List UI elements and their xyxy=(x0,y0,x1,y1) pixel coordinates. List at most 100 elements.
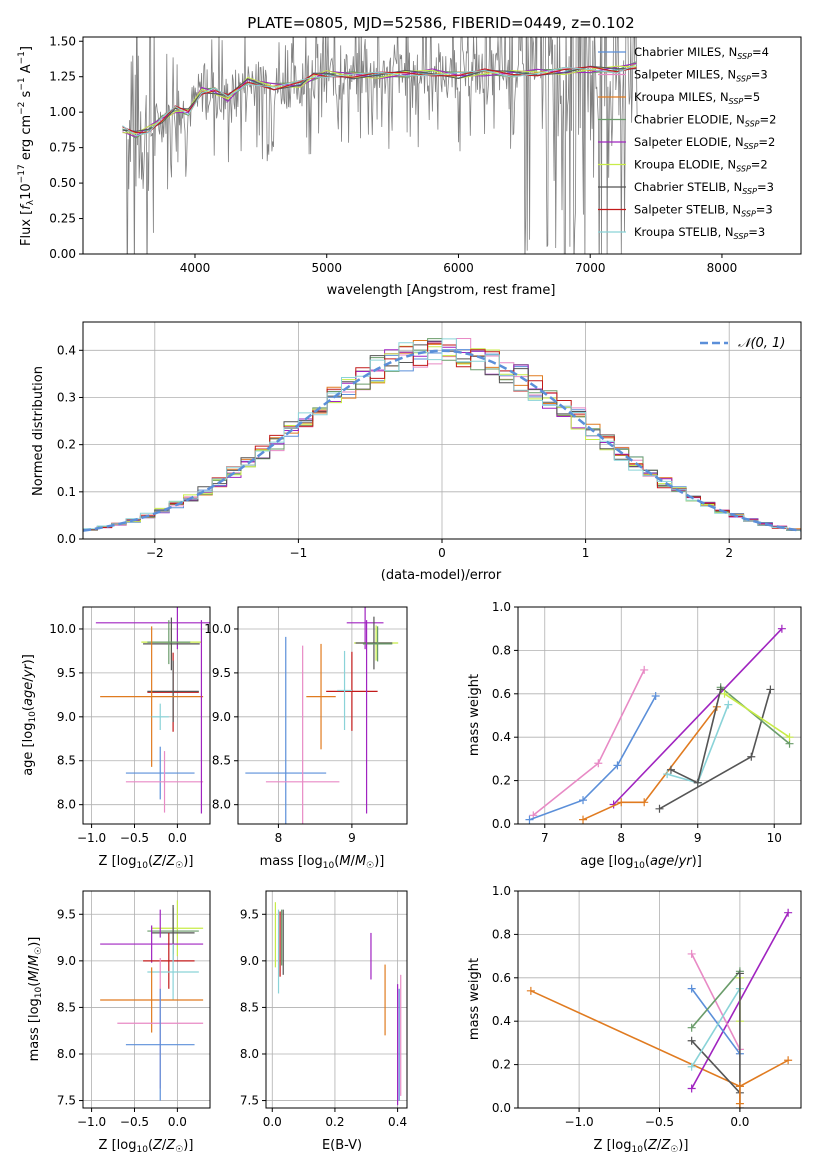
x-tick-label: 0.0 xyxy=(168,831,187,845)
plus-marker xyxy=(579,815,588,824)
y-tick-label: 0.50 xyxy=(49,176,76,190)
y-tick-label: 0.6 xyxy=(492,971,511,985)
plus-marker xyxy=(663,770,672,779)
y-tick-label: 8.0 xyxy=(240,1047,259,1061)
mass-weight-vs-age-panel: 7 8 9 10 0.0 0.2 0.4 0.6 0.8 1.0 xyxy=(492,600,802,845)
x-tick-label: 7 xyxy=(541,831,549,845)
y-tick-label: 9.5 xyxy=(57,666,76,680)
plus-marker xyxy=(720,689,729,698)
plus-marker xyxy=(784,1056,793,1065)
plus-marker xyxy=(687,1023,696,1032)
mw-age-ylabel: mass weight xyxy=(467,674,482,756)
x-tick-label: 7000 xyxy=(575,261,606,275)
mass-vs-extinction-panel: 0.0 0.2 0.4 7.5 8.0 8.5 9.0 9.5 xyxy=(240,890,408,1129)
x-tick-label: 8000 xyxy=(707,261,738,275)
axes-frame xyxy=(237,606,408,825)
y-tick-label: 9.0 xyxy=(57,710,76,724)
y-tick-label: 8.0 xyxy=(57,798,76,812)
y-tick-label: 8.5 xyxy=(57,754,76,768)
y-tick-label: 9.0 xyxy=(240,954,259,968)
plot-area xyxy=(122,37,638,254)
legend-label: Salpeter ELODIE, NSSP=2 xyxy=(634,135,775,151)
mw-age-xlabel: age [log10(age/yr)] xyxy=(580,854,702,871)
y-tick-label: 0.0 xyxy=(492,817,511,831)
plus-marker xyxy=(525,815,534,824)
y-tick-label: 9.0 xyxy=(57,954,76,968)
mass-vs-metallicity-panel: −1.0 −0.5 0.0 7.5 8.0 8.5 9.0 9.5 xyxy=(57,890,211,1129)
plus-marker xyxy=(687,1084,696,1093)
mass-ebv-xlabel: E(B-V) xyxy=(322,1138,362,1153)
mass-weight-line xyxy=(691,970,741,1029)
plus-marker xyxy=(747,752,756,761)
y-tick-label: 0.4 xyxy=(492,730,511,744)
residual-xlabel: (data-model)/error xyxy=(381,568,502,583)
plot-area xyxy=(274,902,402,1106)
plus-marker xyxy=(579,796,588,805)
y-tick-label: 0.4 xyxy=(57,343,76,357)
x-tick-label: −1.0 xyxy=(77,831,106,845)
y-tick-label: 0.0 xyxy=(492,1101,511,1115)
residual-histogram-panel: −2 −1 0 1 2 0.0 0.1 0.2 0.3 0.4 𝒩(0, 1) xyxy=(57,321,802,560)
y-tick-label: 7.5 xyxy=(57,1094,76,1108)
x-tick-label: 0.0 xyxy=(730,1115,749,1129)
legend-label: Chabrier ELODIE, NSSP=2 xyxy=(634,113,776,129)
plus-marker xyxy=(526,986,535,995)
legend-label: Kroupa STELIB, NSSP=3 xyxy=(634,225,765,241)
legend-label: 𝒩(0, 1) xyxy=(738,336,785,351)
age-vs-metallicity-panel: −1.0 −0.5 0.0 8.0 8.5 9.0 9.5 10.0 xyxy=(49,606,211,845)
mass-z-xlabel: Z [log10(Z/Z☉)] xyxy=(99,1138,194,1155)
x-tick-label: 0.0 xyxy=(263,1115,282,1129)
mass-weight-line xyxy=(691,1040,741,1094)
x-tick-label: 9 xyxy=(694,831,702,845)
age-z-xlabel: Z [log10(Z/Z☉)] xyxy=(99,854,194,871)
plot-area xyxy=(526,908,793,1108)
axes-frame xyxy=(82,890,211,1109)
plus-marker xyxy=(687,949,696,958)
plus-marker xyxy=(651,691,660,700)
mass-weight-line xyxy=(691,988,741,1068)
x-tick-label: 8 xyxy=(275,831,283,845)
y-tick-label: 0.2 xyxy=(492,774,511,788)
plus-marker xyxy=(613,761,622,770)
mass-z-ylabel: mass [log10(M/M☉)] xyxy=(27,937,44,1062)
x-tick-label: 4000 xyxy=(180,261,211,275)
x-tick-label: −1.0 xyxy=(565,1115,594,1129)
plus-marker xyxy=(640,665,649,674)
y-tick-label: 0.4 xyxy=(492,1014,511,1028)
mass-weight-vs-metallicity-panel: −1.0 −0.5 0.0 0.0 0.2 0.4 0.6 0.8 1.0 xyxy=(492,884,802,1129)
y-tick-label: 8.5 xyxy=(240,1000,259,1014)
y-tick-label: 7.5 xyxy=(240,1094,259,1108)
plus-marker xyxy=(640,798,649,807)
y-tick-label: 9.5 xyxy=(240,907,259,921)
plus-marker xyxy=(687,984,696,993)
mw-z-xlabel: Z [log10(Z/Z☉)] xyxy=(594,1138,689,1155)
age-vs-mass-panel: 8 9 8.0 8.5 9.0 9.5 10.0 xyxy=(204,606,408,845)
legend-label: Kroupa ELODIE, NSSP=2 xyxy=(634,158,768,174)
y-tick-label: 0.2 xyxy=(57,438,76,452)
x-tick-label: −0.5 xyxy=(120,1115,149,1129)
plus-marker xyxy=(766,685,775,694)
plus-marker xyxy=(785,733,794,742)
plus-marker xyxy=(724,700,733,709)
legend-label: Chabrier STELIB, NSSP=3 xyxy=(634,180,774,196)
axes-frame xyxy=(517,606,802,825)
plus-marker xyxy=(735,1099,744,1108)
y-tick-label: 0.0 xyxy=(57,532,76,546)
plus-marker xyxy=(777,624,786,633)
gaussian-curve xyxy=(83,349,801,532)
x-tick-label: 6000 xyxy=(443,261,474,275)
figure-title: PLATE=0805, MJD=52586, FIBERID=0449, z=0… xyxy=(247,14,634,32)
mass-weight-line xyxy=(613,628,783,806)
x-tick-label: 9 xyxy=(348,831,356,845)
model-curve-kroupa-stelib xyxy=(122,64,637,137)
y-tick-label: 0.8 xyxy=(492,643,511,657)
x-tick-label: −0.5 xyxy=(120,831,149,845)
residual-ylabel: Normed distribution xyxy=(31,366,46,496)
legend-label: Chabrier MILES, NSSP=4 xyxy=(634,45,769,61)
x-tick-label: 0 xyxy=(438,546,446,560)
plus-marker xyxy=(666,765,675,774)
y-tick-label: 0.2 xyxy=(492,1058,511,1072)
spectrum-xlabel: wavelength [Angstrom, rest frame] xyxy=(327,283,556,298)
y-tick-label: 1.00 xyxy=(49,105,76,119)
y-tick-label: 1.0 xyxy=(492,884,511,898)
